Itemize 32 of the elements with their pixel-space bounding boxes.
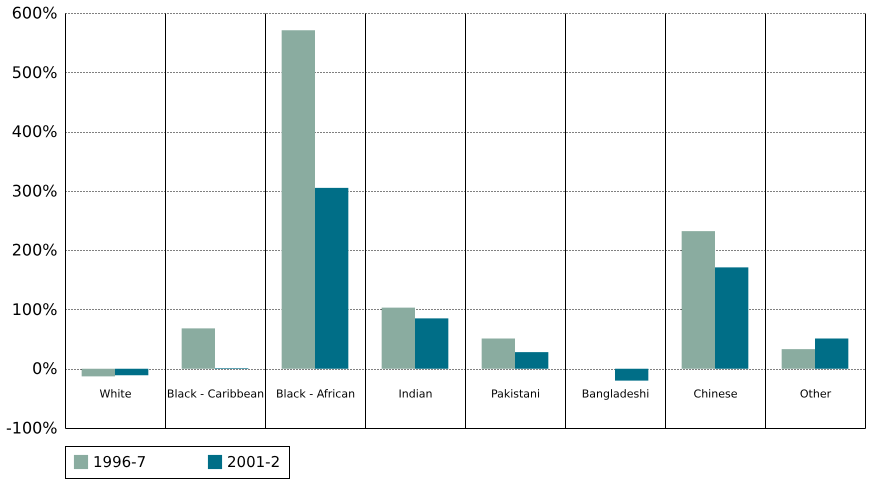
bar [782,349,815,369]
legend-label: 2001-2 [227,453,280,471]
y-tick-label: 300% [12,181,58,200]
x-tick-label: Black - Caribbean [166,388,264,400]
y-tick-label: 600% [12,4,58,22]
x-tick-label: Chinese [694,388,738,400]
bar [515,352,548,369]
bar [282,30,315,369]
x-tick-label: Black - African [276,388,356,400]
bar [82,368,115,376]
bar [415,318,448,369]
y-tick-label: -100% [6,418,58,438]
bar [315,188,348,369]
y-tick-label: 0% [32,359,58,378]
bar [482,338,515,369]
bar [815,338,848,369]
x-tick-label: Bangladeshi [582,388,650,400]
x-tick-label: Indian [398,388,433,400]
y-tick-label: 400% [12,122,58,142]
bar [682,231,715,369]
bar [182,328,215,369]
x-tick-label: White [100,388,132,400]
x-tick-label: Pakistani [490,388,540,400]
bar [615,368,648,381]
bar [382,308,415,369]
bar [115,368,148,376]
legend-label: 1996-7 [93,453,146,471]
bar [715,267,748,369]
y-tick-label: 200% [12,240,58,260]
x-tick-label: Other [800,388,832,400]
y-tick-label: 500% [12,62,58,82]
y-tick-label: 100% [12,300,58,319]
